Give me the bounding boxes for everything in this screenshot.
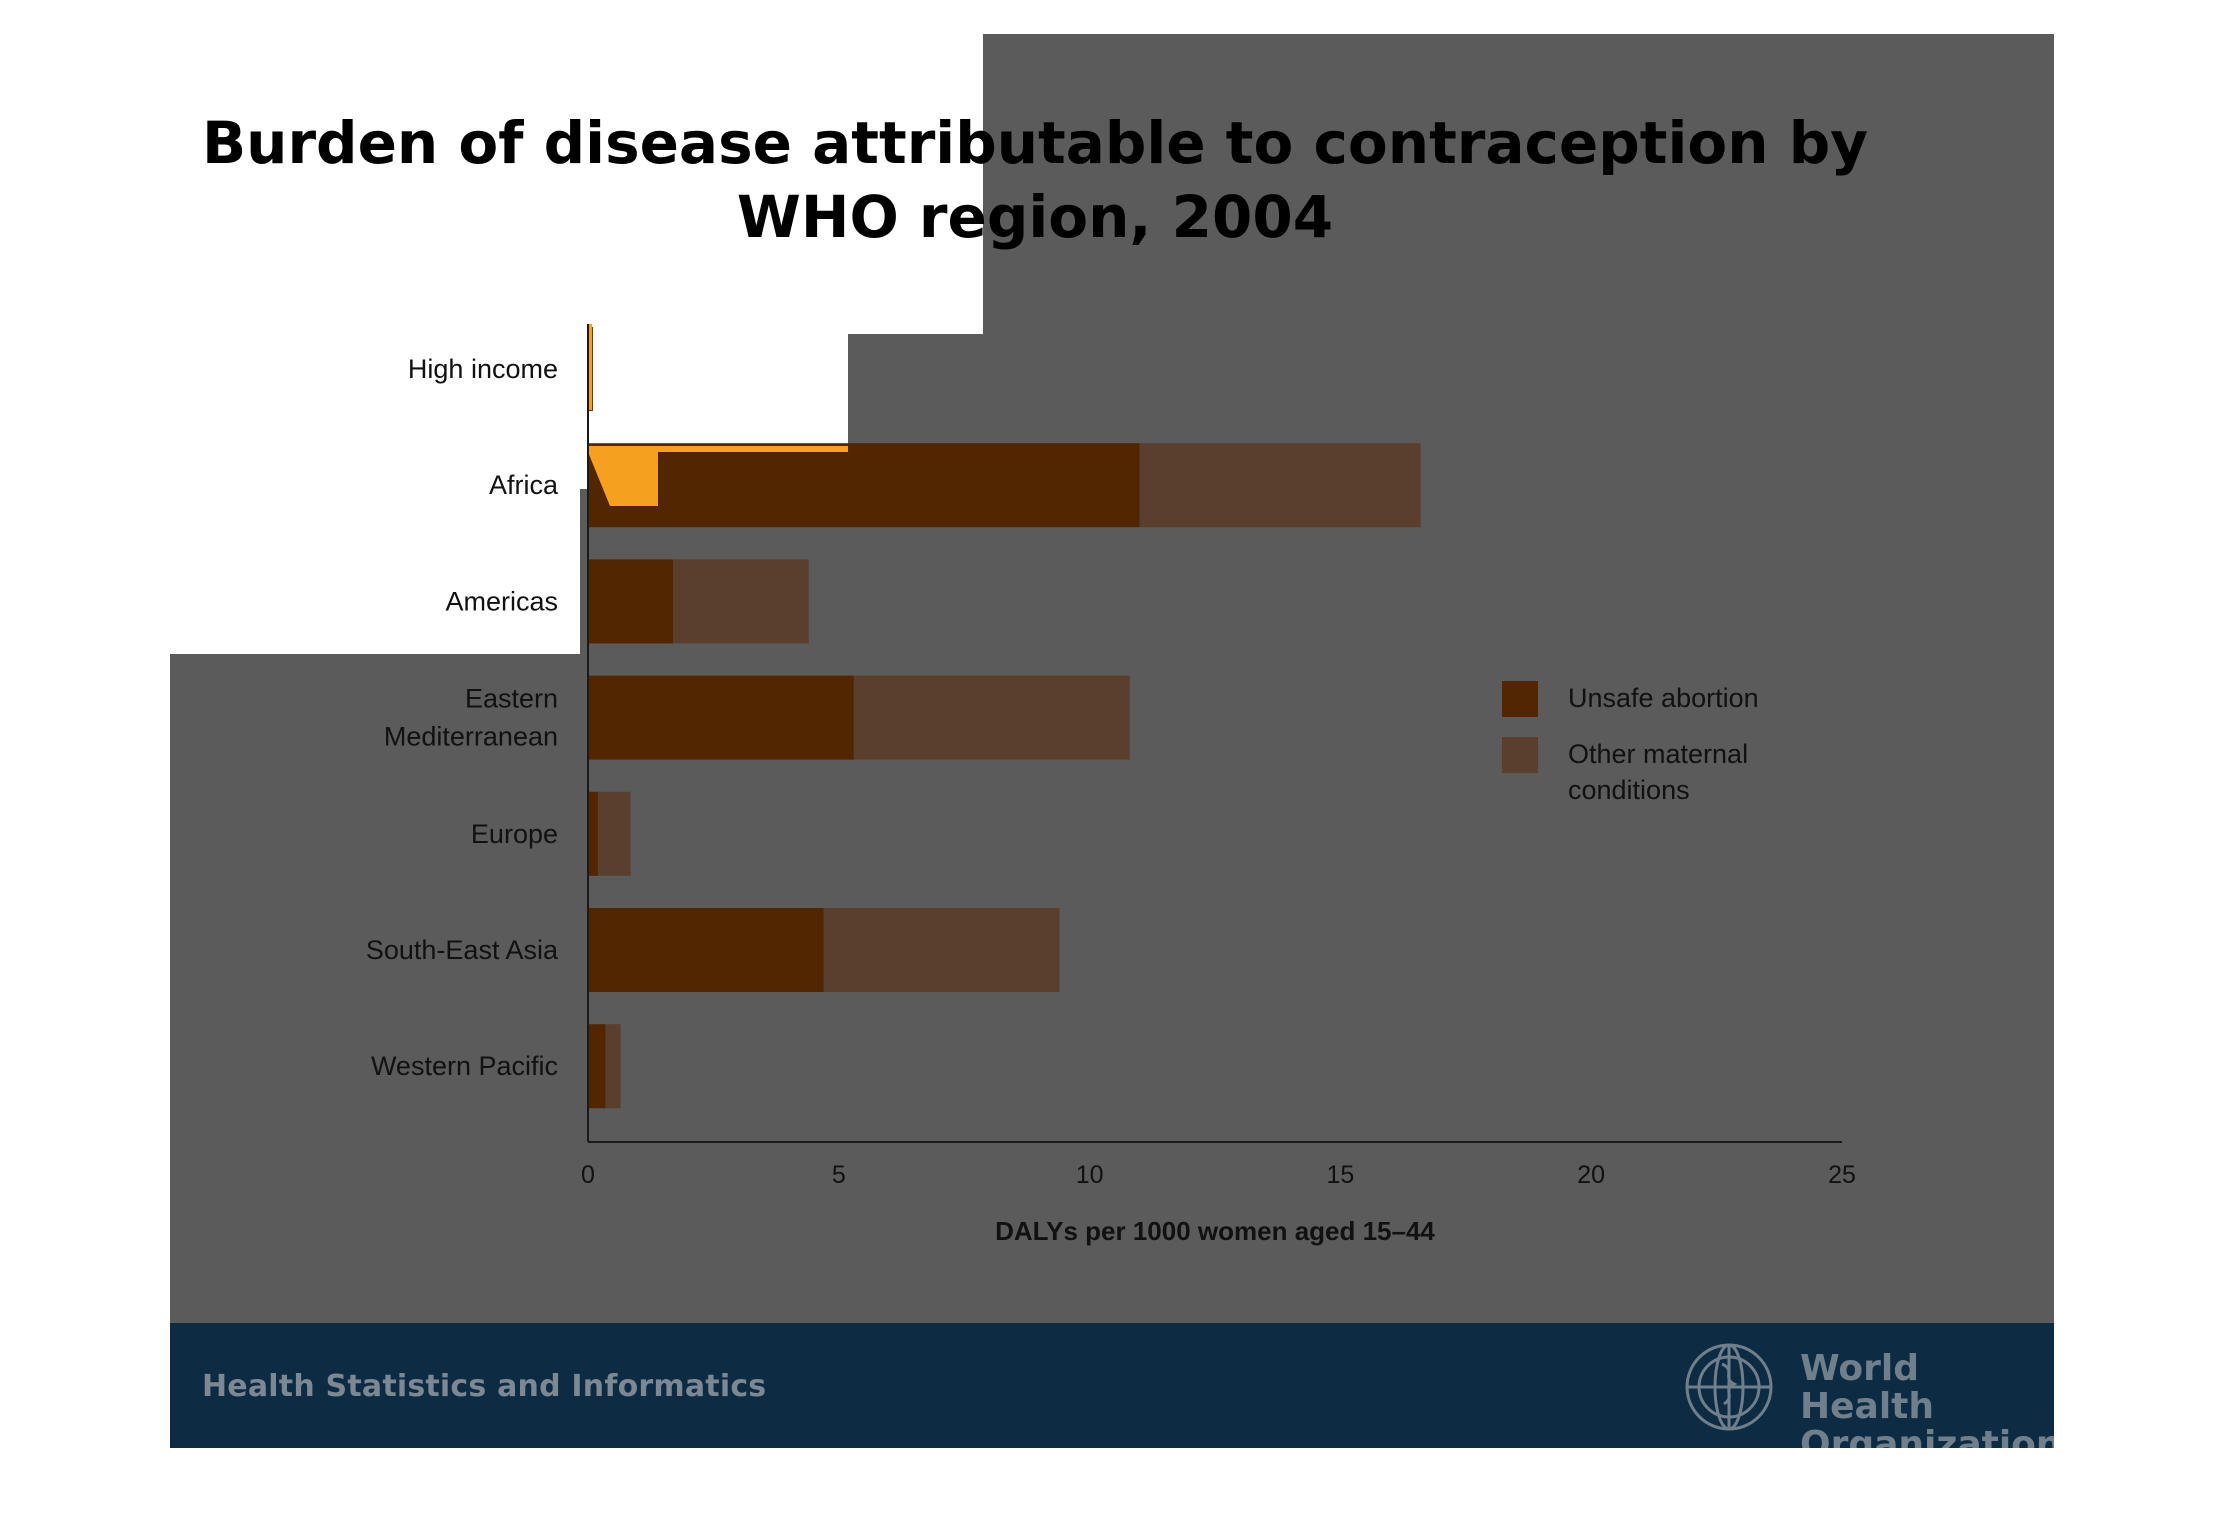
legend-swatch-1 — [1502, 737, 1538, 773]
highlight-fragment — [588, 452, 658, 506]
slide: High income Africa Americas Eastern Mediterr… — [170, 34, 2054, 1448]
bar-other-maternal-3 — [853, 675, 1130, 760]
category-label-3-line-1: Mediterranean — [384, 722, 558, 752]
bar-other-maternal-5 — [823, 908, 1060, 992]
bar-unsafe-abortion-1 — [588, 443, 1140, 528]
category-label-4: Europe — [471, 819, 558, 849]
bar-other-maternal-2 — [673, 559, 809, 644]
bar-other-maternal-6 — [605, 1024, 621, 1109]
category-label-3-line-0: Eastern — [465, 684, 558, 714]
x-tick-label-0: 0 — [581, 1161, 595, 1189]
title-line-1: Burden of disease attributable to contra… — [201, 109, 1869, 177]
bar-other-maternal-1 — [1139, 443, 1421, 528]
x-axis-title: DALYs per 1000 women aged 15–44 — [995, 1216, 1435, 1246]
organization-line-1: World Health — [1800, 1348, 1935, 1427]
bar-unsafe-abortion-5 — [588, 908, 824, 992]
legend-swatch-0 — [1502, 681, 1538, 717]
bar-unsafe-abortion-3 — [588, 675, 854, 760]
highlight-tick — [588, 324, 592, 410]
chart: High income Africa Americas Eastern Mediterr… — [366, 324, 1856, 1246]
bar-unsafe-abortion-4 — [588, 791, 599, 876]
page-title: Burden of disease attributable to contra… — [170, 106, 1900, 254]
bar-unsafe-abortion-2 — [588, 559, 674, 644]
organization-name: World Health Organization — [1800, 1348, 2054, 1449]
bar-unsafe-abortion-6 — [588, 1024, 606, 1109]
x-tick-label-5: 25 — [1828, 1161, 1856, 1189]
category-label-5: South-East Asia — [366, 935, 559, 965]
category-label-1: Africa — [489, 470, 559, 500]
category-label-6: Western Pacific — [371, 1051, 558, 1081]
who-emblem-icon — [1685, 1343, 1773, 1431]
x-tick-label-2: 10 — [1076, 1161, 1104, 1189]
footer-text: Health Statistics and Informatics — [202, 1369, 767, 1404]
category-label-0: High income — [408, 354, 558, 384]
category-label-2: Americas — [445, 586, 558, 616]
bar-other-maternal-4 — [598, 791, 631, 876]
x-tick-label-1: 5 — [832, 1161, 846, 1189]
x-tick-label-4: 20 — [1577, 1161, 1605, 1189]
organization-line-2: Organization — [1800, 1424, 2054, 1449]
legend-label-0: Unsafe abortion — [1568, 683, 1759, 713]
legend-label-1-line-1: conditions — [1568, 775, 1690, 805]
legend-label-1-line-0: Other maternal — [1568, 739, 1748, 769]
highlight-edge — [588, 446, 848, 452]
x-tick-label-3: 15 — [1326, 1161, 1354, 1189]
title-line-2: WHO region, 2004 — [736, 183, 1334, 251]
